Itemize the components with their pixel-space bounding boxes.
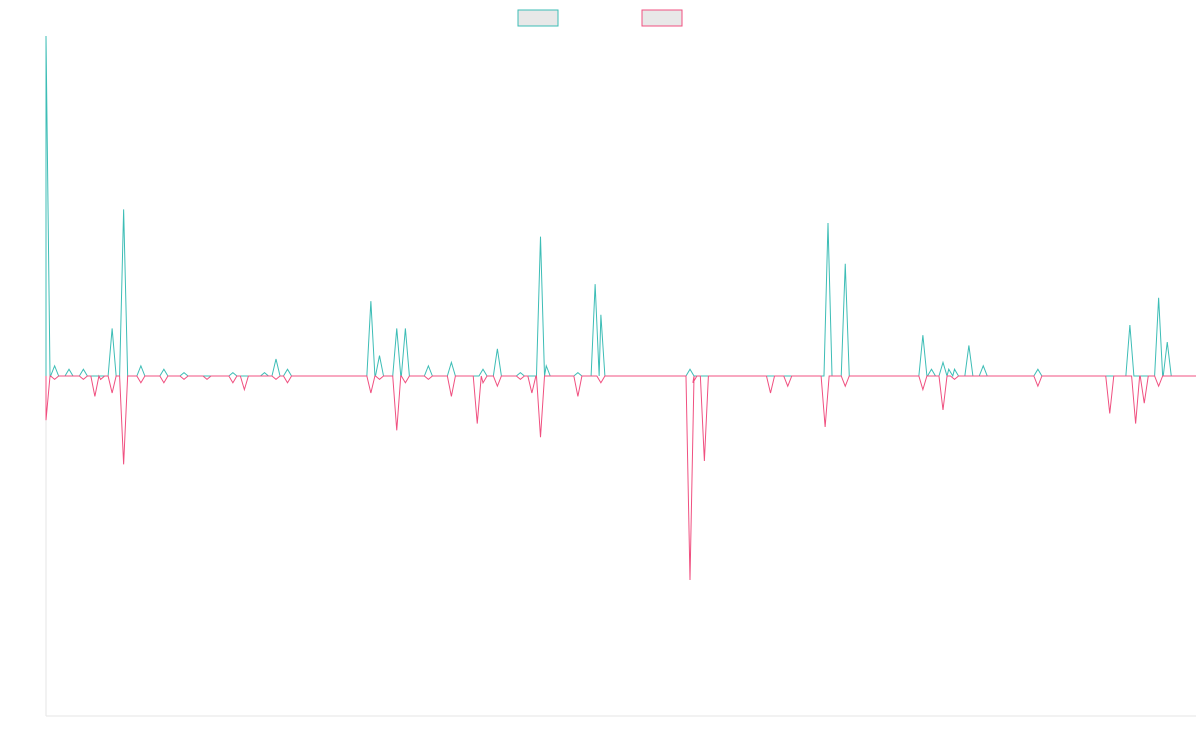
series-line-1 <box>45 35 1196 378</box>
legend <box>517 9 683 27</box>
plot-area <box>45 35 1196 581</box>
legend-swatch-1[interactable] <box>517 9 559 27</box>
legend-swatch-2[interactable] <box>641 9 683 27</box>
series-line-2 <box>45 374 1196 581</box>
